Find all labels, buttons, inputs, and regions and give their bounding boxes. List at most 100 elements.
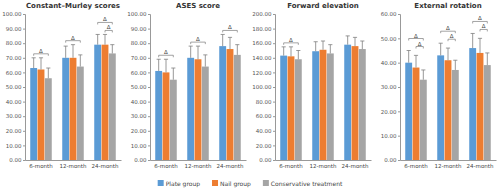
- tick: 10.00: [381, 133, 400, 139]
- tick-mark: [23, 116, 25, 117]
- bar: [445, 60, 452, 160]
- error-cap: [221, 34, 225, 35]
- panel: Constant–Murley scores0.0010.0020.0030.0…: [2, 2, 121, 169]
- error-cap: [296, 50, 300, 51]
- tick-label: 10.00: [6, 143, 22, 149]
- tick-mark: [273, 29, 275, 30]
- tick-mark: [273, 72, 275, 73]
- error-line: [283, 47, 284, 56]
- bar: [280, 56, 287, 160]
- error-line: [65, 46, 66, 58]
- tick-mark: [273, 43, 275, 44]
- significance-bracket: [105, 30, 112, 32]
- significance-label: Δ: [71, 35, 75, 41]
- tick-mark: [23, 131, 25, 132]
- plot-area: [155, 34, 241, 160]
- x-axis: 6-month12-month24-month: [151, 160, 247, 169]
- error-cap: [289, 46, 293, 47]
- tick-label: 0.00: [9, 157, 22, 163]
- tick-label: 80.00: [256, 99, 272, 105]
- significance-label: Δ: [414, 33, 418, 39]
- bar: [359, 49, 366, 160]
- error-bar: [296, 51, 300, 60]
- panel: ASES score0.0010.0020.0030.0040.0050.006…: [127, 2, 246, 169]
- tick-label: 30.00: [6, 113, 22, 119]
- bar: [234, 55, 241, 160]
- tick: 12-month: [310, 160, 337, 169]
- error-bar: [228, 37, 232, 49]
- error-cap: [96, 34, 100, 35]
- tick: 60.00: [256, 113, 275, 119]
- error-bar: [453, 60, 457, 70]
- error-bar: [78, 55, 82, 67]
- error-line: [112, 45, 113, 54]
- tick-label: 6-month: [154, 163, 178, 169]
- significance-bracket: [473, 21, 488, 23]
- tick: 40.00: [256, 128, 275, 134]
- error-bar: [353, 37, 357, 46]
- significance-bracket: [34, 54, 49, 56]
- tick: 12-month: [60, 160, 87, 169]
- significance-label: Δ: [450, 33, 454, 39]
- significance-bracket: [441, 31, 456, 33]
- tick: 20.00: [131, 128, 150, 134]
- bar: [170, 80, 177, 160]
- tick: 0.00: [384, 157, 400, 163]
- tick-mark: [23, 43, 25, 44]
- bar: [452, 70, 459, 160]
- tick-mark: [398, 87, 400, 88]
- tick-label: 0.00: [134, 157, 147, 163]
- tick: 120.00: [252, 70, 275, 76]
- error-cap: [485, 52, 489, 53]
- tick-mark: [148, 160, 150, 161]
- tick: 20.00: [6, 128, 25, 134]
- tick: 80.00: [256, 99, 275, 105]
- tick-mark: [398, 136, 400, 137]
- error-cap: [46, 68, 50, 69]
- error-cap: [235, 44, 239, 45]
- axis-line: [26, 160, 122, 161]
- chart-title: External rotation: [414, 2, 481, 10]
- significance-label: Δ: [103, 16, 107, 22]
- significance-label: Δ: [228, 24, 232, 30]
- error-cap: [446, 48, 450, 49]
- tick: 40.00: [381, 60, 400, 66]
- bar: [202, 67, 209, 160]
- tick-label: 60.00: [381, 11, 397, 17]
- legend-item: Conservative treatment: [263, 180, 343, 187]
- significance-label: Δ: [289, 37, 293, 43]
- bar: [320, 50, 327, 160]
- tick-label: 60.00: [256, 113, 272, 119]
- error-bar: [103, 34, 107, 44]
- tick-mark: [148, 58, 150, 59]
- error-bar: [39, 58, 43, 70]
- tick-mark: [148, 102, 150, 103]
- error-bar: [96, 34, 100, 44]
- significance-bracket: [66, 41, 81, 43]
- tick-mark: [148, 87, 150, 88]
- tick: 100.00: [127, 11, 150, 17]
- y-axis: 0.0010.0020.0030.0040.0050.0060.0070.008…: [127, 11, 150, 163]
- tick: 60.00: [6, 70, 25, 76]
- significance-bracket: [409, 39, 424, 41]
- error-line: [455, 60, 456, 70]
- y-axis: 0.0010.0020.0030.0040.0050.0060.00: [381, 11, 401, 163]
- panel: External rotation0.0010.0020.0030.0040.0…: [381, 2, 497, 169]
- bar: [413, 68, 420, 160]
- legend-item: Nail group: [212, 180, 251, 188]
- tick-mark: [273, 131, 275, 132]
- tick: 50.00: [131, 84, 150, 90]
- error-cap: [64, 46, 68, 47]
- error-line: [487, 53, 488, 65]
- tick-mark: [23, 58, 25, 59]
- tick-label: 20.00: [381, 109, 397, 115]
- error-bar: [203, 55, 207, 67]
- error-line: [190, 46, 191, 58]
- error-bar: [282, 47, 286, 56]
- axis-line: [398, 15, 401, 161]
- legend-swatch: [212, 180, 218, 186]
- error-line: [41, 58, 42, 70]
- tick: 12-month: [435, 160, 462, 169]
- tick: 90.00: [131, 26, 150, 32]
- error-cap: [110, 44, 114, 45]
